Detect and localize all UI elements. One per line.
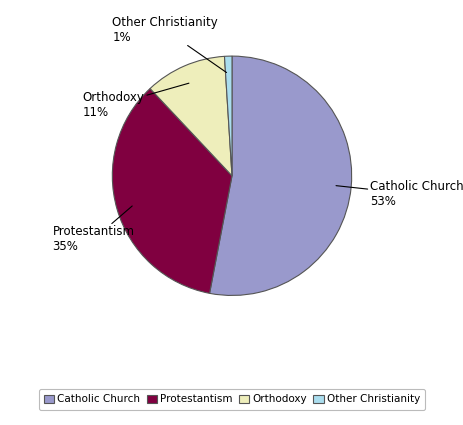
Wedge shape xyxy=(224,56,232,176)
Text: Catholic Church
53%: Catholic Church 53% xyxy=(335,181,463,209)
Legend: Catholic Church, Protestantism, Orthodoxy, Other Christianity: Catholic Church, Protestantism, Orthodox… xyxy=(38,389,425,410)
Wedge shape xyxy=(209,56,351,295)
Text: Protestantism
35%: Protestantism 35% xyxy=(52,206,134,253)
Wedge shape xyxy=(150,57,232,176)
Wedge shape xyxy=(112,88,232,293)
Text: Other Christianity
1%: Other Christianity 1% xyxy=(112,16,226,73)
Text: Orthodoxy
11%: Orthodoxy 11% xyxy=(82,83,188,119)
